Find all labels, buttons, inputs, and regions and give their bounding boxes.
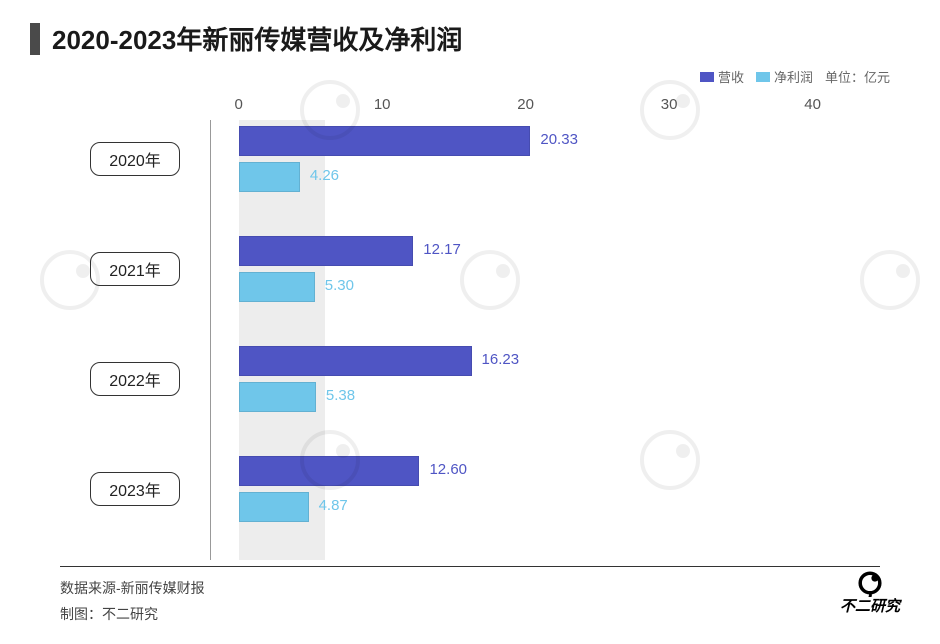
title-row: 2020-2023年新丽传媒营收及净利润 bbox=[30, 20, 910, 57]
bar-revenue bbox=[239, 236, 414, 266]
bar-revenue bbox=[239, 346, 472, 376]
footer-source: 数据来源-新丽传媒财报 bbox=[60, 575, 880, 602]
x-tick-label: 20 bbox=[517, 96, 534, 113]
bar-label-profit: 4.26 bbox=[310, 167, 339, 184]
bar-profit bbox=[239, 382, 316, 412]
category-label: 2022年 bbox=[90, 362, 180, 396]
bar-label-revenue: 12.17 bbox=[423, 241, 461, 258]
logo-text: 不二研究 bbox=[840, 595, 900, 616]
publisher-logo: 不二研究 bbox=[840, 569, 900, 616]
footer-credit: 制图：不二研究 bbox=[60, 601, 880, 628]
x-tick-label: 10 bbox=[374, 96, 391, 113]
legend-item-profit: 净利润 bbox=[756, 67, 813, 86]
bar-profit bbox=[239, 272, 315, 302]
bar-label-revenue: 16.23 bbox=[482, 351, 520, 368]
title-accent-bar bbox=[30, 23, 40, 55]
category-label: 2021年 bbox=[90, 252, 180, 286]
bar-profit bbox=[239, 162, 300, 192]
category-label: 2020年 bbox=[90, 142, 180, 176]
legend-label-profit: 净利润 bbox=[774, 67, 813, 86]
bar-label-profit: 5.30 bbox=[325, 277, 354, 294]
chart-title: 2020-2023年新丽传媒营收及净利润 bbox=[52, 20, 462, 57]
footer-divider bbox=[60, 566, 880, 567]
legend-label-revenue: 营收 bbox=[718, 67, 744, 86]
logo-icon bbox=[856, 569, 884, 597]
legend: 营收 净利润 单位：亿元 bbox=[30, 67, 890, 86]
chart-area: 0 10 20 30 40 20.33 4.26 12.17 5.30 16.23 5.38 12.… bbox=[30, 90, 910, 560]
bar-profit bbox=[239, 492, 309, 522]
category-label: 2023年 bbox=[90, 472, 180, 506]
x-tick-label: 30 bbox=[661, 96, 678, 113]
bar-label-revenue: 12.60 bbox=[429, 461, 467, 478]
footer: 数据来源-新丽传媒财报 制图：不二研究 bbox=[60, 566, 880, 628]
bar-label-profit: 4.87 bbox=[319, 497, 348, 514]
bar-label-revenue: 20.33 bbox=[540, 131, 578, 148]
x-tick-label: 0 bbox=[235, 96, 243, 113]
legend-swatch-revenue bbox=[700, 72, 714, 82]
legend-swatch-profit bbox=[756, 72, 770, 82]
bar-revenue bbox=[239, 456, 420, 486]
bar-label-profit: 5.38 bbox=[326, 387, 355, 404]
legend-unit: 单位：亿元 bbox=[825, 67, 890, 86]
bar-revenue bbox=[239, 126, 531, 156]
legend-item-revenue: 营收 bbox=[700, 67, 744, 86]
x-tick-label: 40 bbox=[804, 96, 821, 113]
plot-region: 20.33 4.26 12.17 5.30 16.23 5.38 12.60 4.87 bbox=[210, 120, 870, 560]
